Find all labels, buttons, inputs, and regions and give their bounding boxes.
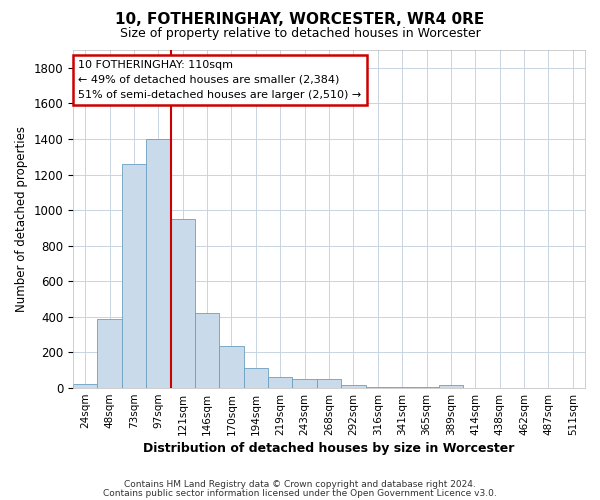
Bar — [146, 139, 170, 388]
Bar — [390, 387, 415, 388]
Text: Contains public sector information licensed under the Open Government Licence v3: Contains public sector information licen… — [103, 488, 497, 498]
Text: Contains HM Land Registry data © Crown copyright and database right 2024.: Contains HM Land Registry data © Crown c… — [124, 480, 476, 489]
Bar — [195, 314, 220, 388]
Bar — [439, 386, 463, 388]
Bar — [244, 368, 268, 388]
Bar — [268, 376, 292, 388]
Bar — [170, 219, 195, 388]
Bar — [365, 387, 390, 388]
Text: 10, FOTHERINGHAY, WORCESTER, WR4 0RE: 10, FOTHERINGHAY, WORCESTER, WR4 0RE — [115, 12, 485, 28]
Bar — [415, 387, 439, 388]
Text: Size of property relative to detached houses in Worcester: Size of property relative to detached ho… — [119, 28, 481, 40]
Bar — [317, 379, 341, 388]
Bar — [220, 346, 244, 388]
Text: 10 FOTHERINGHAY: 110sqm
← 49% of detached houses are smaller (2,384)
51% of semi: 10 FOTHERINGHAY: 110sqm ← 49% of detache… — [78, 60, 361, 100]
X-axis label: Distribution of detached houses by size in Worcester: Distribution of detached houses by size … — [143, 442, 515, 455]
Bar — [341, 386, 365, 388]
Bar — [73, 384, 97, 388]
Y-axis label: Number of detached properties: Number of detached properties — [15, 126, 28, 312]
Bar — [122, 164, 146, 388]
Bar — [292, 379, 317, 388]
Bar — [97, 318, 122, 388]
